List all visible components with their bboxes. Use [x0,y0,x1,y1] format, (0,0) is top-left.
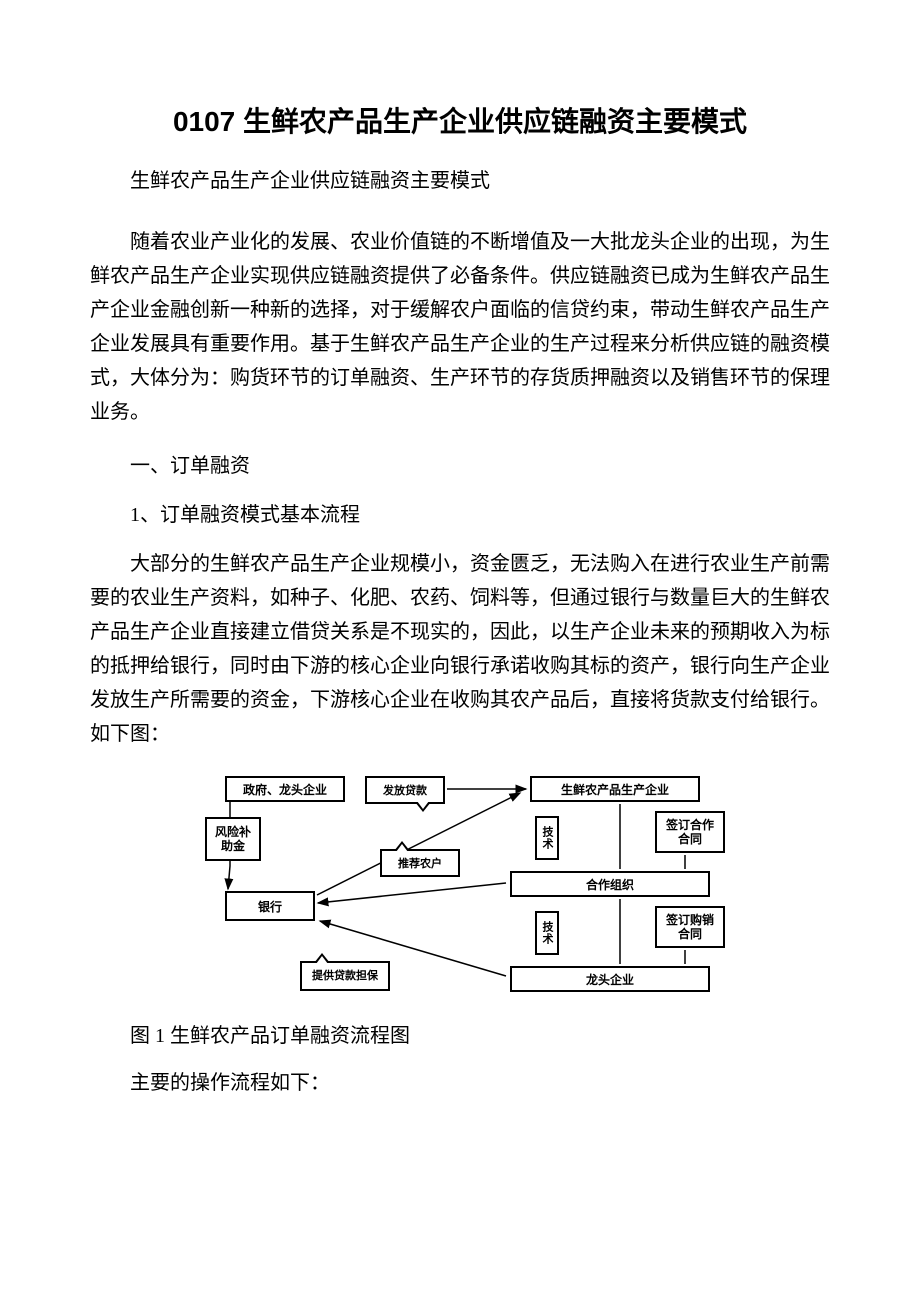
flowchart: 政府、龙头企业 发放贷款 生鲜农产品生产企业 风险补助金 推荐农户 技术 签订合… [180,771,740,1001]
node-recommend: 推荐农户 [380,849,460,877]
node-loan: 发放贷款 [365,776,445,804]
node-dragon: 龙头企业 [510,966,710,992]
node-coop: 合作组织 [510,871,710,897]
node-tech2: 技术 [535,911,559,955]
node-tech1: 技术 [535,816,559,860]
node-guarantee: 提供贷款担保 [300,961,390,991]
node-producer: 生鲜农产品生产企业 [530,776,700,802]
paragraph-followup: 主要的操作流程如下： [90,1066,830,1095]
node-bank: 银行 [225,891,315,921]
node-contract1: 签订合作合同 [655,811,725,853]
diagram-container: 政府、龙头企业 发放贷款 生鲜农产品生产企业 风险补助金 推荐农户 技术 签订合… [90,771,830,1001]
heading-1: 一、订单融资 [90,449,830,478]
figure-caption: 图 1 生鲜农产品订单融资流程图 [90,1019,830,1048]
doc-title: 0107 生鲜农产品生产企业供应链融资主要模式 [90,100,830,140]
node-contract2: 签订购销合同 [655,906,725,948]
node-gov: 政府、龙头企业 [225,776,345,802]
paragraph-intro: 随着农业产业化的发展、农业价值链的不断增值及一大批龙头企业的出现，为生鲜农产品生… [90,225,830,429]
heading-2: 1、订单融资模式基本流程 [90,498,830,527]
node-risk: 风险补助金 [205,817,261,861]
doc-subtitle: 生鲜农产品生产企业供应链融资主要模式 [90,164,830,193]
paragraph-body: 大部分的生鲜农产品生产企业规模小，资金匮乏，无法购入在进行农业生产前需要的农业生… [90,547,830,751]
